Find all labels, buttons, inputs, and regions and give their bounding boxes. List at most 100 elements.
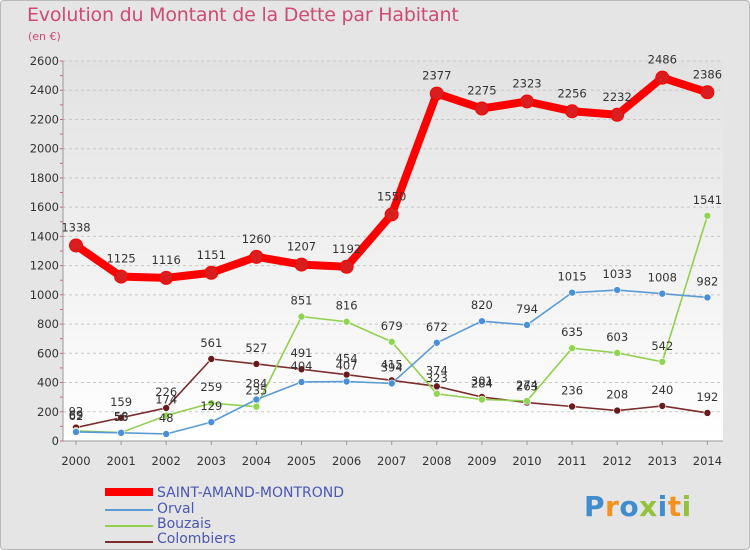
legend-label-saint-amand-montrond: SAINT-AMAND-MONTROND [157, 485, 344, 501]
point-saint-amand-montrond [249, 249, 264, 264]
data-label-colombiers: 491 [291, 346, 313, 360]
data-label-bouzais: 69 [69, 408, 84, 422]
data-label-orval: 1033 [603, 267, 632, 281]
y-tick-label: 1600 [30, 200, 59, 214]
point-colombiers [162, 404, 170, 412]
point-orval [703, 293, 712, 302]
point-bouzais [297, 312, 306, 321]
point-bouzais [478, 395, 486, 404]
x-tick-label: 2005 [287, 454, 316, 468]
data-label-bouzais: 679 [381, 319, 403, 333]
data-label-saint-amand-montrond: 2275 [467, 84, 496, 98]
logo-letter: o [619, 490, 640, 523]
y-tick-label: 600 [37, 346, 59, 360]
point-orval [387, 379, 396, 388]
data-label-orval: 56 [114, 410, 129, 424]
point-orval [613, 286, 622, 294]
data-label-saint-amand-montrond: 1151 [197, 248, 226, 262]
legend-label-colombiers: Colombiers [157, 531, 236, 547]
data-label-bouzais: 851 [291, 294, 313, 308]
y-tick-label: 200 [37, 405, 59, 419]
data-label-saint-amand-montrond: 1192 [332, 242, 361, 256]
x-tick-label: 2012 [603, 454, 632, 468]
x-tick-label: 2014 [693, 454, 722, 468]
x-tick-label: 2002 [152, 454, 181, 468]
legend-label-bouzais: Bouzais [157, 516, 212, 532]
legend-swatch-bouzais [105, 525, 153, 527]
unit-label: (en €) [28, 30, 61, 43]
data-label-bouzais: 542 [651, 339, 673, 353]
proxiti-logo: Proxiti [584, 490, 692, 523]
point-colombiers [252, 360, 261, 368]
point-saint-amand-montrond [69, 238, 83, 253]
data-label-orval: 48 [159, 411, 174, 425]
data-label-orval: 284 [245, 376, 267, 390]
point-orval [523, 321, 531, 329]
x-tick-label: 2000 [61, 454, 90, 468]
data-label-colombiers: 374 [426, 363, 448, 377]
x-tick-label: 2003 [197, 454, 226, 468]
logo-letter: i [681, 490, 692, 523]
data-label-bouzais: 174 [155, 393, 177, 407]
data-label-bouzais: 603 [606, 330, 628, 344]
y-tick-label: 1400 [30, 229, 59, 243]
data-label-colombiers: 240 [651, 383, 673, 397]
x-tick-label: 2009 [467, 454, 496, 468]
x-tick-label: 2013 [648, 454, 677, 468]
data-label-orval: 1008 [648, 271, 677, 285]
data-label-orval: 62 [69, 409, 84, 423]
data-label-saint-amand-montrond: 2377 [422, 69, 451, 83]
y-tick-label: 1000 [30, 288, 59, 302]
data-label-bouzais: 58 [114, 410, 129, 424]
data-label-saint-amand-montrond: 1550 [377, 189, 406, 203]
data-label-orval: 672 [426, 320, 448, 334]
point-colombiers [703, 409, 712, 417]
x-tick-label: 2001 [106, 454, 135, 468]
data-label-colombiers: 92 [69, 405, 84, 419]
point-saint-amand-montrond [384, 207, 399, 222]
y-tick-label: 2200 [30, 112, 59, 126]
data-labels: 1338 1125 1116 1151 1260 1207 1192 1550 2377 2275… [61, 53, 722, 425]
y-tick-label: 2400 [30, 83, 59, 97]
point-colombiers [207, 355, 216, 363]
data-label-saint-amand-montrond: 1125 [106, 252, 135, 266]
data-label-orval: 820 [471, 298, 493, 312]
data-label-saint-amand-montrond: 2256 [557, 86, 586, 100]
point-saint-amand-montrond [294, 257, 309, 272]
point-colombiers [432, 382, 441, 391]
point-bouzais [387, 337, 396, 346]
y-tick-label: 1800 [30, 171, 59, 185]
point-orval [658, 289, 667, 298]
point-saint-amand-montrond [655, 70, 670, 85]
data-label-colombiers: 236 [561, 384, 583, 398]
point-saint-amand-montrond [339, 259, 354, 274]
point-bouzais [523, 397, 531, 405]
data-label-bouzais: 274 [516, 378, 538, 392]
data-label-saint-amand-montrond: 1207 [287, 240, 316, 254]
legend-swatch-orval [105, 509, 153, 511]
point-orval [297, 378, 306, 386]
data-label-orval: 794 [516, 302, 538, 316]
logo-letter: t [667, 490, 682, 523]
data-label-colombiers: 263 [516, 380, 538, 394]
point-colombiers [568, 402, 576, 411]
data-label-bouzais: 235 [245, 384, 267, 398]
data-label-orval: 982 [696, 274, 718, 288]
point-saint-amand-montrond [204, 265, 219, 280]
data-label-orval: 394 [381, 360, 403, 374]
legend-label-orval: Orval [157, 501, 195, 517]
point-bouzais [162, 411, 170, 420]
data-label-saint-amand-montrond: 1260 [242, 232, 271, 246]
data-label-bouzais: 284 [471, 376, 493, 390]
point-bouzais [342, 317, 351, 326]
data-label-colombiers: 454 [336, 352, 358, 366]
axes: 0 200 400 600 800 1000 1200 1400 1600 1800 2000 220… [30, 54, 723, 468]
point-orval [478, 317, 486, 325]
data-label-colombiers: 415 [381, 357, 403, 371]
data-label-saint-amand-montrond: 2486 [648, 53, 677, 67]
point-orval [207, 418, 216, 426]
x-tick-label: 2006 [332, 454, 361, 468]
logo-letter: x [639, 490, 658, 523]
point-saint-amand-montrond [159, 270, 174, 285]
point-bouzais [658, 357, 667, 366]
